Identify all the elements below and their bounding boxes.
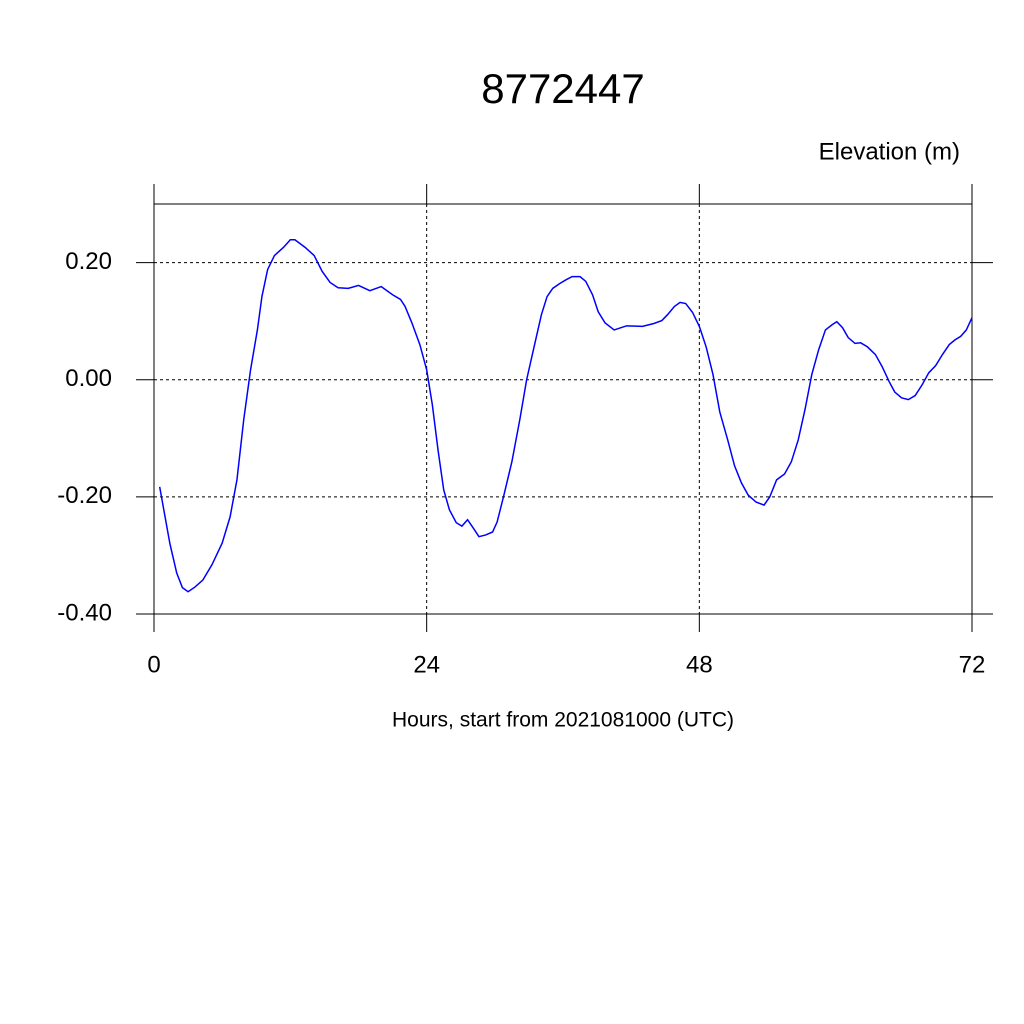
y-tick-label: 0.00 bbox=[65, 365, 112, 392]
y-tick-label: -0.20 bbox=[57, 482, 112, 509]
y-tick-label: 0.20 bbox=[65, 248, 112, 275]
x-tick-label: 48 bbox=[686, 651, 713, 678]
x-axis-label: Hours, start from 2021081000 (UTC) bbox=[392, 709, 734, 732]
y-tick-label: -0.40 bbox=[57, 599, 112, 626]
x-tick-label: 72 bbox=[959, 651, 986, 678]
data-line bbox=[158, 238, 973, 593]
x-tick-label: 0 bbox=[147, 651, 160, 678]
y-axis-label: Elevation (m) bbox=[819, 138, 960, 165]
x-tick-label: 24 bbox=[413, 651, 440, 678]
chart-title: 8772447 bbox=[481, 65, 645, 112]
plot-frame bbox=[153, 203, 973, 615]
